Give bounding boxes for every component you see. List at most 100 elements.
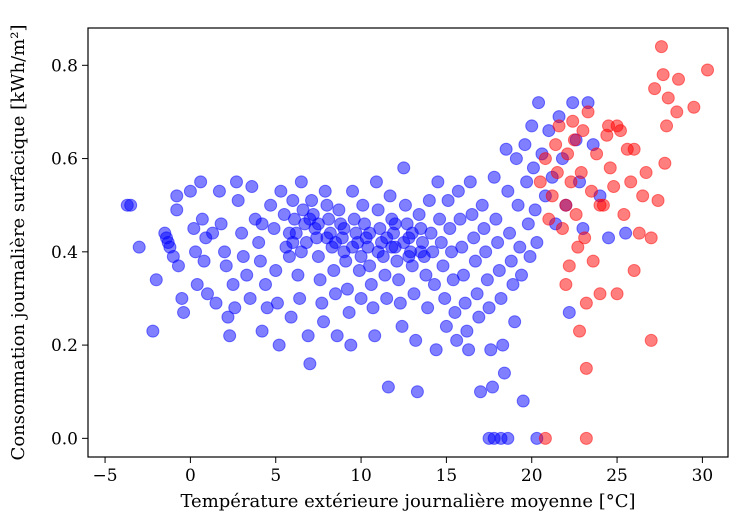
data-point [388, 217, 402, 231]
data-point [291, 268, 305, 282]
y-tick-label: 0.6 [51, 150, 78, 170]
data-point [407, 287, 421, 301]
data-point [501, 184, 515, 198]
data-point [433, 212, 447, 226]
data-point [371, 245, 385, 259]
data-point [229, 175, 243, 189]
data-point [602, 231, 616, 245]
data-point [584, 184, 598, 198]
y-tick-label: 0.2 [51, 336, 78, 356]
data-point [231, 194, 245, 208]
data-point [632, 226, 646, 240]
data-point [363, 259, 377, 273]
data-point [617, 208, 631, 222]
data-point [424, 226, 438, 240]
data-point [562, 305, 576, 319]
y-tick-label: 0.8 [51, 56, 78, 76]
data-point [564, 175, 578, 189]
data-point [491, 236, 505, 249]
data-point [545, 189, 559, 203]
data-point [371, 203, 385, 217]
data-point [460, 324, 474, 338]
data-point [422, 194, 436, 208]
data-point [571, 240, 585, 254]
data-point [311, 217, 325, 231]
data-point [525, 119, 539, 133]
data-point [320, 198, 334, 212]
data-point [511, 198, 525, 212]
data-points [120, 40, 715, 445]
data-point [258, 277, 272, 291]
data-point [474, 385, 488, 399]
y-axis-label: Consommation journalière surfacique [kWh… [8, 25, 29, 461]
data-point [398, 198, 412, 212]
data-point [346, 240, 360, 254]
data-point [532, 96, 546, 110]
data-point [489, 212, 503, 226]
data-point [660, 119, 674, 133]
x-tick-label: 30 [692, 466, 714, 486]
data-point [436, 259, 450, 273]
data-point [586, 254, 600, 268]
data-point [146, 324, 160, 338]
data-point [183, 184, 197, 198]
data-point [397, 236, 411, 249]
x-tick-label: 0 [185, 466, 196, 486]
data-point [228, 301, 242, 315]
data-point [477, 222, 491, 236]
data-point [342, 305, 356, 319]
x-tick-label: 5 [270, 466, 281, 486]
data-point [516, 394, 530, 408]
data-point [214, 217, 228, 231]
data-point [639, 166, 653, 180]
data-point [311, 249, 325, 263]
data-point [132, 240, 146, 254]
data-point [397, 161, 411, 175]
data-point [346, 184, 360, 198]
data-point [402, 249, 416, 263]
data-point [235, 226, 249, 240]
data-point [212, 184, 226, 198]
data-point [380, 291, 394, 305]
plot-frame [87, 27, 729, 458]
data-point [654, 40, 668, 54]
data-point [240, 268, 254, 282]
data-point [453, 212, 467, 226]
data-point [508, 315, 522, 329]
data-point [579, 431, 593, 445]
data-point [487, 170, 501, 184]
data-point [318, 184, 332, 198]
data-point [672, 72, 686, 86]
data-point [561, 147, 575, 161]
data-point [670, 105, 684, 119]
data-point [171, 259, 185, 273]
data-point [499, 142, 513, 156]
data-point [648, 82, 662, 96]
data-point [218, 245, 232, 259]
data-point [484, 343, 498, 357]
data-point [492, 263, 506, 277]
data-point [533, 175, 547, 189]
data-point [236, 249, 250, 263]
data-point [576, 124, 590, 138]
data-point [567, 133, 581, 147]
data-point [463, 175, 477, 189]
data-point [315, 296, 329, 310]
data-point [520, 175, 534, 189]
data-point [392, 273, 406, 287]
data-point [482, 301, 496, 315]
data-point [441, 194, 455, 208]
data-point [610, 119, 624, 133]
data-point [253, 254, 267, 268]
data-point [518, 138, 532, 152]
data-point [456, 268, 470, 282]
data-point [644, 333, 658, 347]
data-point [578, 231, 592, 245]
data-point [219, 259, 233, 273]
data-point [607, 180, 621, 194]
data-point [559, 277, 573, 291]
axis-ticks: −5 0 5 10 15 20 25 30 0.0 0.2 0.4 0.6 0.8 [51, 56, 713, 486]
y-tick-label: 0.4 [51, 243, 78, 263]
data-point [270, 296, 284, 310]
data-point [328, 236, 342, 249]
